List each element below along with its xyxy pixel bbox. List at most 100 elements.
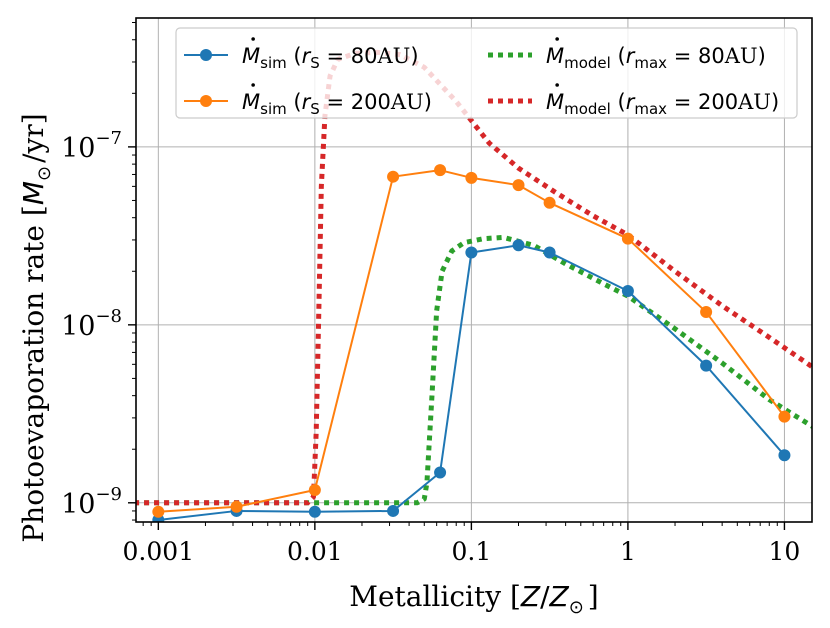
data-point-sim80 (700, 359, 713, 372)
legend-marker-sim200 (200, 95, 212, 107)
data-point-sim80 (543, 246, 556, 259)
legend-entry-sim200: Msim (rS = 200AU) (184, 83, 432, 118)
legend-dot-accent (555, 83, 559, 87)
plot-frame (135, 17, 813, 523)
legend-paren-open: ( (287, 90, 302, 114)
data-point-sim200 (308, 484, 321, 497)
y-label-post: /yr] (17, 113, 50, 163)
legend-paren-close: ) (410, 44, 418, 68)
data-point-sim200 (152, 505, 165, 518)
legend-unit: AU (390, 90, 424, 114)
y-tick-exp: −9 (95, 484, 122, 505)
legend-r-symbol: r (626, 90, 636, 114)
data-point-sim80 (308, 505, 321, 518)
series-layer (136, 49, 812, 522)
legend-subscript: model (564, 100, 611, 118)
legend-value: = 80 (667, 44, 725, 68)
legend-symbol: M (546, 44, 564, 68)
x-label-pre: Metallicity [ (349, 580, 521, 613)
data-point-sim200 (778, 410, 791, 423)
legend-marker-sim80 (200, 49, 212, 61)
legend-r-subscript: max (634, 54, 667, 72)
legend-r-symbol: r (302, 90, 312, 114)
legend-subscript: sim (260, 100, 287, 118)
legend-r-subscript: S (310, 100, 320, 118)
legend-paren-open: ( (287, 44, 302, 68)
legend-entry-model200: Mmodel (rmax = 200AU) (488, 83, 779, 118)
data-point-sim200 (512, 179, 525, 192)
legend-symbol: M (242, 44, 260, 68)
legend: Msim (rS = 80AU) Mmodel (rmax = 80AU)Msim… (175, 27, 798, 119)
data-point-sim80 (621, 284, 634, 297)
legend-paren-close: ) (424, 90, 432, 114)
y-label-sun: ⊙ (34, 166, 55, 181)
legend-value: = 80 (320, 44, 378, 68)
legend-value: = 200 (667, 90, 738, 114)
data-point-sim80 (512, 239, 525, 252)
legend-subscript: sim (260, 54, 287, 72)
x-tick-label: 1 (620, 537, 636, 566)
legend-entry-model80: Mmodel (rmax = 80AU) (488, 37, 766, 72)
data-point-sim200 (230, 500, 243, 513)
y-tick-label: 10−8 (61, 306, 122, 342)
legend-paren-open: ( (611, 44, 626, 68)
y-tick-base: 10 (61, 133, 95, 164)
y-tick-base: 10 (61, 489, 95, 520)
x-label-z: Z (520, 580, 541, 613)
legend-label: Msim (rS = 200AU) (242, 90, 432, 118)
y-tick-base: 10 (61, 311, 95, 342)
legend-entry-sim80: Msim (rS = 80AU) (184, 37, 419, 72)
x-label-sun: ⊙ (569, 597, 584, 618)
y-axis-label: Photoevaporation rate [M⊙ /yr] (17, 113, 55, 542)
legend-subscript: model (564, 54, 611, 72)
data-point-sim80 (434, 466, 447, 479)
y-tick-exp: −7 (95, 128, 122, 149)
series-line-model200 (136, 49, 812, 506)
legend-unit: AU (724, 44, 758, 68)
legend-box (175, 27, 798, 119)
data-point-sim200 (434, 164, 447, 177)
y-tick-label: 10−7 (61, 128, 122, 164)
data-point-sim200 (465, 171, 478, 184)
x-tick-label: 0.001 (123, 537, 195, 566)
legend-label: Mmodel (rmax = 80AU) (546, 44, 766, 72)
data-point-sim80 (778, 449, 791, 462)
series-line-model80 (136, 234, 812, 506)
legend-dot-accent (251, 83, 255, 87)
legend-unit: AU (376, 44, 410, 68)
legend-dot-accent (251, 37, 255, 41)
x-tick-label: 10 (769, 537, 801, 566)
x-label-post: ] (588, 580, 599, 613)
data-point-sim200 (700, 306, 713, 319)
legend-paren-open: ( (611, 90, 626, 114)
legend-paren-close: ) (771, 90, 779, 114)
y-tick-exp: −8 (95, 306, 122, 327)
legend-paren-close: ) (758, 44, 766, 68)
data-point-sim200 (543, 196, 556, 209)
x-label-zsun: Z (549, 580, 570, 613)
y-label-m: M (17, 181, 50, 205)
y-label-pre: Photoevaporation rate [ (17, 205, 50, 543)
legend-r-symbol: r (626, 44, 636, 68)
x-tick-label: 0.1 (452, 537, 492, 566)
data-point-sim80 (387, 504, 400, 517)
x-axis-label: Metallicity [Z/Z⊙] (349, 580, 598, 618)
legend-symbol: M (546, 90, 564, 114)
legend-dot-accent (555, 37, 559, 41)
legend-label: Msim (rS = 80AU) (242, 44, 419, 72)
legend-r-symbol: r (302, 44, 312, 68)
data-point-sim80 (465, 246, 478, 259)
x-tick-label: 0.01 (287, 537, 343, 566)
legend-r-subscript: S (310, 54, 320, 72)
y-tick-label: 10−9 (61, 484, 122, 520)
legend-r-subscript: max (634, 100, 667, 118)
x-label-slash: / (540, 580, 550, 613)
legend-value: = 200 (320, 90, 391, 114)
legend-symbol: M (242, 90, 260, 114)
legend-unit: AU (737, 90, 771, 114)
legend-label: Mmodel (rmax = 200AU) (546, 90, 779, 118)
data-point-sim200 (621, 232, 634, 245)
data-point-sim200 (387, 170, 400, 183)
